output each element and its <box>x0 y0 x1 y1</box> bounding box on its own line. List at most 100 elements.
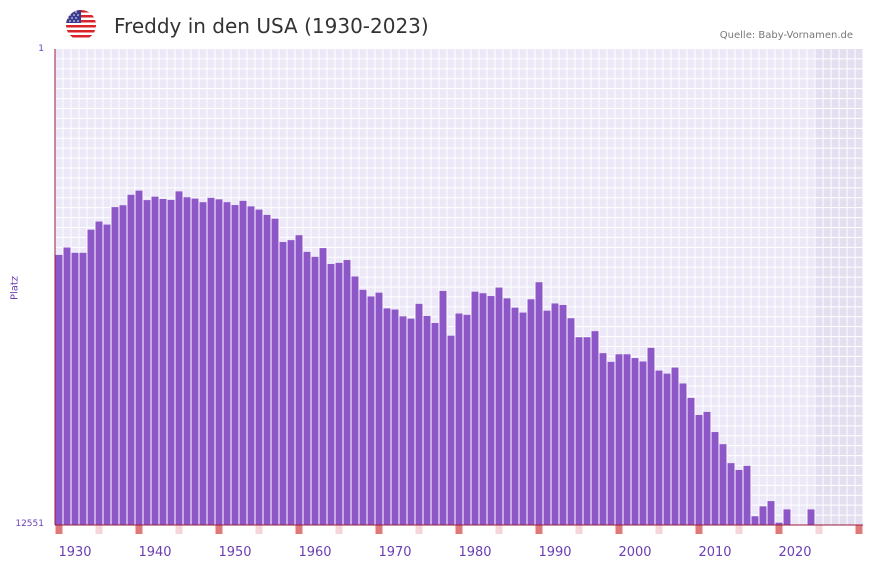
x-tick-2000: 2000 <box>618 545 651 560</box>
bar-1935[interactable] <box>111 207 119 525</box>
bar-1986[interactable] <box>519 312 527 525</box>
bar-1943[interactable] <box>175 191 183 525</box>
bar-1930[interactable] <box>71 252 79 526</box>
bar-1932[interactable] <box>87 229 95 525</box>
bar-2016[interactable] <box>759 506 767 525</box>
bar-1953[interactable] <box>255 209 263 525</box>
bar-1966[interactable] <box>359 289 367 525</box>
bar-1979[interactable] <box>463 314 471 525</box>
bar-1967[interactable] <box>367 296 375 525</box>
bar-2005[interactable] <box>671 367 679 525</box>
year-markers <box>55 525 863 534</box>
bar-2013[interactable] <box>735 469 743 525</box>
decade-marker-2028 <box>855 525 863 534</box>
bar-2015[interactable] <box>751 516 759 525</box>
bar-1975[interactable] <box>431 322 439 525</box>
bar-1946[interactable] <box>199 202 207 525</box>
bar-2018[interactable] <box>775 522 783 525</box>
bar-1931[interactable] <box>79 252 87 526</box>
bar-1959[interactable] <box>303 251 311 525</box>
bar-1964[interactable] <box>343 260 351 525</box>
bar-1983[interactable] <box>495 287 503 525</box>
bar-1936[interactable] <box>119 205 127 525</box>
bar-1994[interactable] <box>583 337 591 525</box>
bar-1938[interactable] <box>135 190 143 526</box>
bar-1939[interactable] <box>143 200 151 525</box>
bar-1972[interactable] <box>407 318 415 525</box>
bar-1999[interactable] <box>623 354 631 525</box>
bar-1985[interactable] <box>511 307 519 525</box>
bar-1941[interactable] <box>159 198 167 525</box>
bar-2000[interactable] <box>631 358 639 525</box>
bar-2017[interactable] <box>767 501 775 525</box>
bar-1963[interactable] <box>335 262 343 525</box>
bar-1957[interactable] <box>287 240 295 525</box>
bar-1955[interactable] <box>271 218 279 525</box>
bar-1958[interactable] <box>295 235 303 526</box>
bar-2001[interactable] <box>639 361 647 525</box>
bar-1940[interactable] <box>151 196 159 525</box>
bar-2007[interactable] <box>687 397 695 525</box>
bar-2006[interactable] <box>679 383 687 525</box>
bar-1988[interactable] <box>535 282 543 525</box>
bar-1996[interactable] <box>599 353 607 525</box>
bar-1952[interactable] <box>247 206 255 526</box>
bar-1947[interactable] <box>207 197 215 525</box>
bar-2011[interactable] <box>719 444 727 525</box>
bar-1992[interactable] <box>567 318 575 525</box>
bar-1993[interactable] <box>575 337 583 525</box>
bar-1937[interactable] <box>127 194 135 526</box>
bar-1969[interactable] <box>383 308 391 525</box>
bar-1997[interactable] <box>607 361 615 525</box>
bar-1995[interactable] <box>591 331 599 525</box>
bar-1929[interactable] <box>63 247 71 525</box>
bar-1960[interactable] <box>311 256 319 525</box>
bar-1971[interactable] <box>399 316 407 525</box>
bar-1984[interactable] <box>503 298 511 525</box>
bar-1928[interactable] <box>55 254 63 526</box>
bar-2022[interactable] <box>807 509 815 525</box>
bar-1973[interactable] <box>415 303 423 525</box>
bar-1990[interactable] <box>551 303 559 525</box>
bar-1950[interactable] <box>231 205 239 525</box>
bar-2019[interactable] <box>783 509 791 525</box>
bar-2009[interactable] <box>703 411 711 525</box>
bar-2010[interactable] <box>711 432 719 525</box>
us-flag-icon <box>65 9 97 45</box>
bar-1976[interactable] <box>439 290 447 525</box>
bar-1944[interactable] <box>183 197 191 526</box>
bar-1961[interactable] <box>319 248 327 525</box>
bar-2003[interactable] <box>655 370 663 525</box>
bar-1956[interactable] <box>279 242 287 525</box>
bar-1945[interactable] <box>191 198 199 525</box>
bar-1977[interactable] <box>447 335 455 525</box>
bar-2014[interactable] <box>743 465 751 525</box>
bar-1942[interactable] <box>167 199 175 525</box>
half-decade-marker-1973 <box>415 525 423 534</box>
bar-1965[interactable] <box>351 276 359 525</box>
bar-1987[interactable] <box>527 299 535 525</box>
bar-1974[interactable] <box>423 315 431 525</box>
bar-1978[interactable] <box>455 313 463 525</box>
bar-1989[interactable] <box>543 310 551 525</box>
bar-1980[interactable] <box>471 291 479 525</box>
bar-2012[interactable] <box>727 463 735 525</box>
bar-1934[interactable] <box>103 224 111 525</box>
bar-1981[interactable] <box>479 293 487 525</box>
bar-1998[interactable] <box>615 354 623 525</box>
x-tick-1940: 1940 <box>138 545 171 560</box>
bar-1948[interactable] <box>215 199 223 526</box>
bar-1933[interactable] <box>95 221 103 526</box>
bar-1949[interactable] <box>223 202 231 525</box>
bar-2002[interactable] <box>647 347 655 525</box>
bar-2008[interactable] <box>695 414 703 525</box>
bar-1982[interactable] <box>487 296 495 525</box>
bar-1951[interactable] <box>239 200 247 525</box>
bar-1968[interactable] <box>375 292 383 525</box>
bar-1962[interactable] <box>327 264 335 525</box>
decade-marker-2008 <box>695 525 703 534</box>
bar-2004[interactable] <box>663 373 671 525</box>
bar-1970[interactable] <box>391 309 399 525</box>
bar-1954[interactable] <box>263 214 271 526</box>
bar-1991[interactable] <box>559 304 567 525</box>
